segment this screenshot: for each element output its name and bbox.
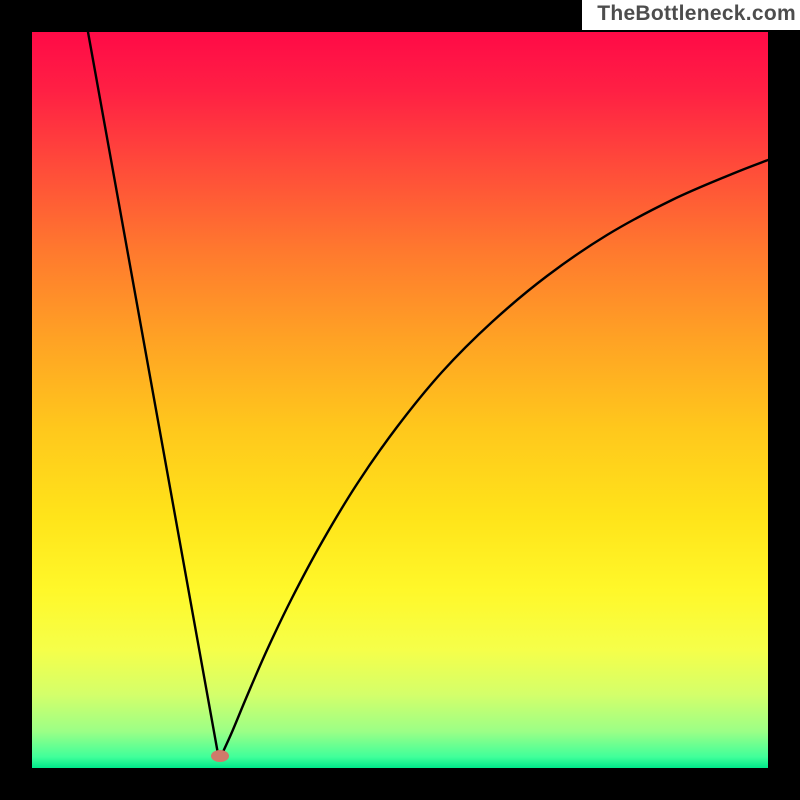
plot-background bbox=[32, 32, 768, 768]
chart-svg bbox=[0, 0, 800, 800]
watermark-label: TheBottleneck.com bbox=[597, 2, 796, 26]
optimum-marker bbox=[211, 750, 229, 762]
chart-frame: TheBottleneck.com bbox=[0, 0, 800, 800]
watermark-text: TheBottleneck.com bbox=[597, 2, 796, 25]
